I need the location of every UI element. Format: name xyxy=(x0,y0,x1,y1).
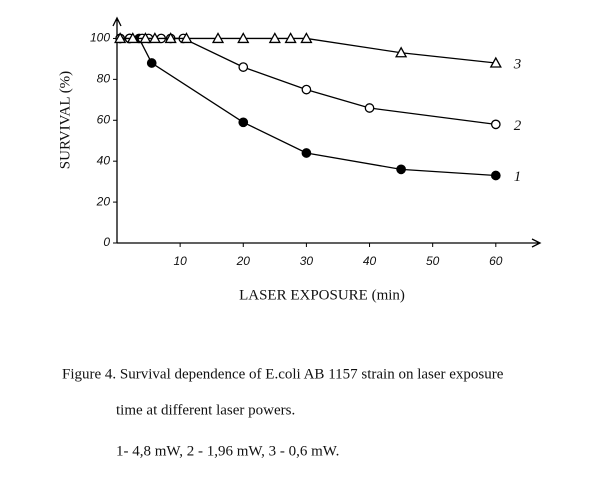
series-label: 3 xyxy=(513,56,522,72)
marker xyxy=(139,32,152,44)
marker xyxy=(164,32,177,44)
caption-line: 1- 4,8 mW, 2 - 1,96 mW, 3 - 0,6 mW. xyxy=(116,443,339,459)
marker xyxy=(211,32,225,44)
y-tick-label: 20 xyxy=(96,194,111,208)
y-tick-label: 80 xyxy=(97,72,111,86)
y-tick-label: 40 xyxy=(97,153,111,167)
caption-line: time at different laser powers. xyxy=(116,402,295,418)
x-tick-label: 50 xyxy=(426,254,440,268)
marker xyxy=(301,84,312,95)
y-axis-title: SURVIVAL (%) xyxy=(57,71,73,169)
marker xyxy=(301,148,312,158)
marker xyxy=(148,32,161,44)
marker xyxy=(396,164,406,175)
marker xyxy=(394,46,408,58)
x-tick-label: 40 xyxy=(363,254,377,268)
marker xyxy=(268,32,281,44)
series-label: 2 xyxy=(514,118,522,134)
marker xyxy=(284,32,297,44)
marker xyxy=(300,32,313,44)
x-tick-label: 20 xyxy=(236,254,251,268)
marker xyxy=(490,170,501,181)
x-axis-title: LASER EXPOSURE (min) xyxy=(239,287,405,303)
x-tick-label: 60 xyxy=(489,254,503,268)
x-tick-label: 30 xyxy=(300,254,314,268)
marker xyxy=(237,32,250,44)
series-label: 1 xyxy=(514,169,522,185)
caption-line: Figure 4. Survival dependence of E.coli … xyxy=(62,366,504,382)
y-tick-label: 0 xyxy=(103,235,110,249)
marker xyxy=(114,32,127,44)
marker xyxy=(490,119,501,130)
series-line xyxy=(120,37,496,126)
marker xyxy=(238,62,249,72)
y-tick-label: 60 xyxy=(97,112,111,126)
marker xyxy=(126,32,139,44)
x-tick-label: 10 xyxy=(173,254,187,268)
marker xyxy=(146,58,157,68)
y-tick-label: 100 xyxy=(90,31,110,45)
marker xyxy=(238,117,249,128)
marker xyxy=(180,32,193,44)
axes xyxy=(112,16,542,248)
marker xyxy=(364,103,375,113)
marker xyxy=(489,56,502,68)
